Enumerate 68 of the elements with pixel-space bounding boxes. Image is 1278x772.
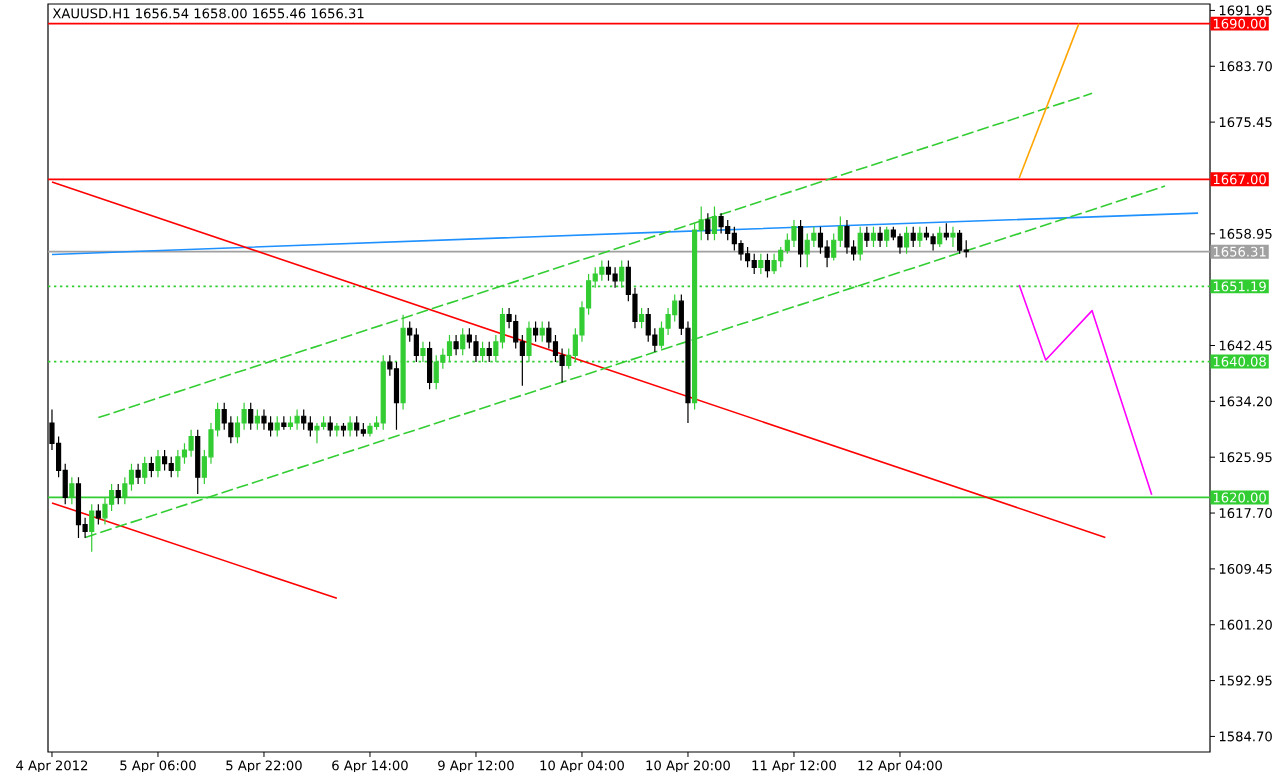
candlestick <box>175 449 181 478</box>
candlestick <box>804 232 810 268</box>
candlestick <box>711 205 718 241</box>
candlestick <box>705 212 711 241</box>
candlestick <box>347 415 353 438</box>
candlestick <box>261 408 267 431</box>
candlestick <box>758 253 764 275</box>
candlestick <box>354 415 360 438</box>
candlestick <box>539 320 545 343</box>
candlestick <box>195 429 201 495</box>
candlestick <box>864 226 870 248</box>
candlestick <box>745 246 751 268</box>
candlestick <box>281 415 287 431</box>
candlestick <box>142 456 148 485</box>
candlestick <box>294 408 300 431</box>
candlestick <box>301 408 307 431</box>
candlestick <box>950 226 956 248</box>
candlestick <box>168 456 174 478</box>
candlestick <box>639 307 645 329</box>
candlestick <box>473 334 479 363</box>
candlestick <box>460 327 466 356</box>
candlestick <box>910 226 916 248</box>
candlestick <box>453 334 459 356</box>
candlestick <box>75 476 82 539</box>
candlestick <box>884 226 890 248</box>
candlestick <box>904 226 910 255</box>
candlestick <box>844 219 850 255</box>
candlestick <box>274 415 280 438</box>
candlestick <box>486 341 492 363</box>
candlestick <box>930 232 936 251</box>
candlestick <box>897 232 903 255</box>
candlestick <box>599 259 605 282</box>
candlestick <box>268 415 274 438</box>
candlestick <box>188 429 194 458</box>
candlestick <box>413 327 419 363</box>
candlestick <box>254 408 260 431</box>
candlestick <box>248 402 254 431</box>
candlestick <box>393 361 400 431</box>
candlestick <box>367 422 373 438</box>
candlestick <box>605 259 612 282</box>
candlestick <box>314 422 320 444</box>
candlestick <box>771 253 777 275</box>
candlestick <box>877 226 883 248</box>
candlestick <box>957 229 963 255</box>
candlestick <box>857 226 863 262</box>
candlestick <box>287 415 294 431</box>
candlestick <box>155 449 161 478</box>
candlestick <box>327 415 333 438</box>
candlestick <box>791 219 797 248</box>
candlestick <box>870 226 877 248</box>
candlestick <box>148 456 154 478</box>
candlestick <box>751 253 757 275</box>
candlestick <box>360 422 366 438</box>
candlestick <box>798 219 804 268</box>
line-series <box>1018 284 1153 496</box>
candlestick <box>135 463 141 485</box>
candlestick <box>95 503 101 526</box>
candlestick <box>764 253 771 279</box>
candlestick <box>943 222 949 241</box>
candlestick <box>612 266 618 289</box>
candlestick <box>307 415 313 438</box>
candlestick <box>718 212 724 235</box>
candlestick <box>162 449 168 471</box>
candlestick <box>917 226 923 248</box>
candlestick <box>937 226 943 248</box>
candlestick <box>533 320 539 343</box>
candlestick <box>427 341 433 390</box>
candlestick <box>115 483 121 505</box>
